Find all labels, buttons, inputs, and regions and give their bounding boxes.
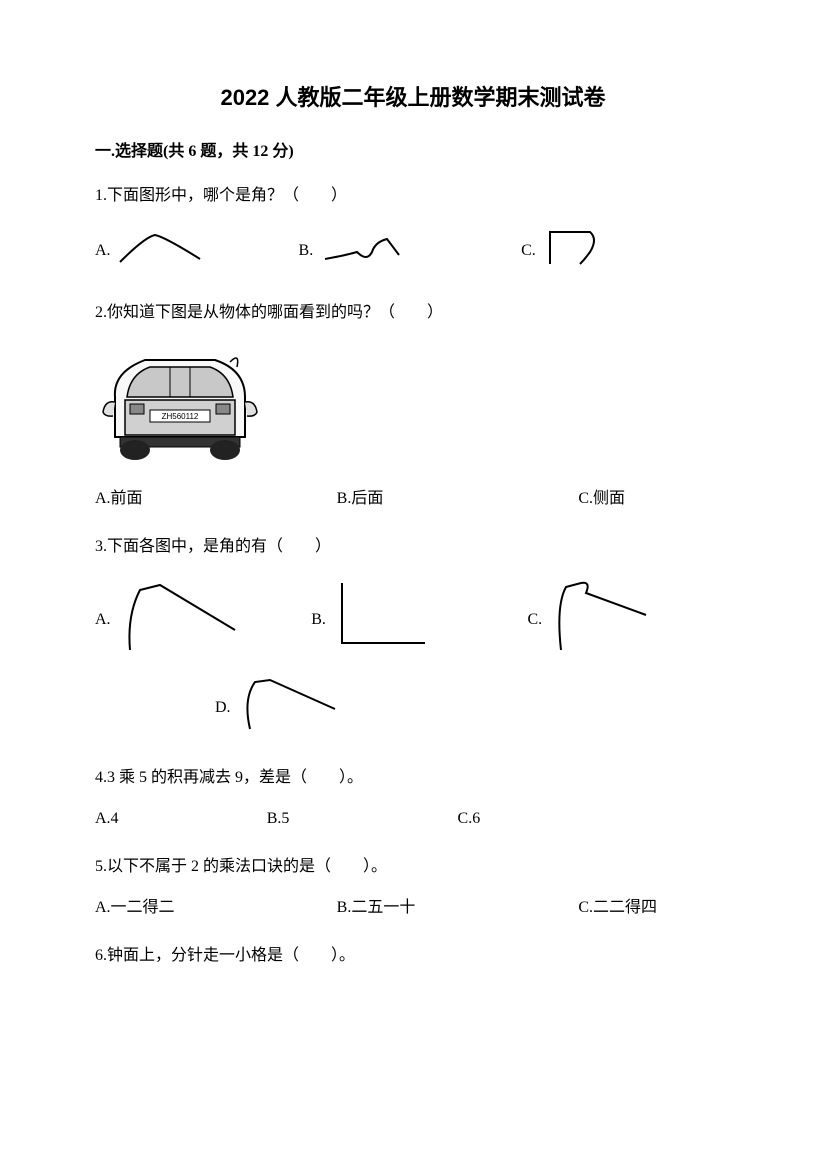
q4-options: A.4 B.5 C.6 [95, 806, 731, 832]
angle-shape-b-icon [317, 227, 407, 276]
q1-option-c: C. [521, 224, 712, 278]
q2-b-label: B.后面 [337, 486, 384, 512]
q3-b-label: B. [311, 607, 326, 633]
shape-c-icon [546, 575, 656, 664]
q5-text: 5.以下不属于 2 的乘法口诀的是（ ）。 [95, 854, 731, 880]
angle-shape-c-icon [540, 224, 610, 278]
q4-option-a: A.4 [95, 806, 267, 832]
q1-a-label: A. [95, 238, 111, 264]
q3-option-b: B. [311, 578, 527, 662]
q2-text: 2.你知道下图是从物体的哪面看到的吗？（ ） [95, 300, 731, 326]
car-rear-icon: ZH560112 [95, 342, 731, 471]
q4-option-c: C.6 [458, 806, 585, 832]
shape-d-icon [235, 674, 345, 743]
q2-option-b: B.后面 [337, 486, 579, 512]
q3-text: 3.下面各图中，是角的有（ ） [95, 534, 731, 560]
q2-a-label: A.前面 [95, 486, 143, 512]
question-3: 3.下面各图中，是角的有（ ） A. B. C. [95, 534, 731, 743]
q1-b-label: B. [299, 238, 314, 264]
q2-option-c: C.侧面 [578, 486, 705, 512]
q2-option-a: A.前面 [95, 486, 337, 512]
q5-options: A.一二得二 B.二五一十 C.二二得四 [95, 895, 731, 921]
q2-options: A.前面 B.后面 C.侧面 [95, 486, 731, 512]
angle-shape-a-icon [115, 227, 205, 276]
q3-c-label: C. [527, 607, 542, 633]
q5-c-label: C.二二得四 [578, 895, 657, 921]
page-title: 2022 人教版二年级上册数学期末测试卷 [95, 80, 731, 115]
q5-option-a: A.一二得二 [95, 895, 337, 921]
q1-text: 1.下面图形中，哪个是角？（ ） [95, 183, 731, 209]
section-1-header: 一.选择题(共 6 题，共 12 分) [95, 139, 731, 165]
q6-text: 6.钟面上，分针走一小格是（ ）。 [95, 943, 731, 969]
q4-text: 4.3 乘 5 的积再减去 9，差是（ ）。 [95, 765, 731, 791]
q5-a-label: A.一二得二 [95, 895, 175, 921]
question-6: 6.钟面上，分针走一小格是（ ）。 [95, 943, 731, 969]
q4-b-label: B.5 [267, 806, 290, 832]
q4-c-label: C.6 [458, 806, 481, 832]
q1-options: A. B. C. [95, 224, 731, 278]
q1-c-label: C. [521, 238, 536, 264]
q4-a-label: A.4 [95, 806, 119, 832]
question-4: 4.3 乘 5 的积再减去 9，差是（ ）。 A.4 B.5 C.6 [95, 765, 731, 832]
question-2: 2.你知道下图是从物体的哪面看到的吗？（ ） ZH560112 A.前面 B.后… [95, 300, 731, 512]
shape-a-icon [115, 575, 245, 664]
license-plate-text: ZH560112 [162, 412, 199, 421]
q5-option-b: B.二五一十 [337, 895, 579, 921]
q2-c-label: C.侧面 [578, 486, 625, 512]
q5-b-label: B.二五一十 [337, 895, 416, 921]
q3-a-label: A. [95, 607, 111, 633]
q3-option-c: C. [527, 575, 718, 664]
q3-option-d: D. [215, 674, 345, 743]
q1-option-b: B. [299, 227, 522, 276]
q4-option-b: B.5 [267, 806, 458, 832]
right-angle-icon [330, 578, 430, 662]
q3-options-row1: A. B. C. [95, 575, 731, 664]
q1-option-a: A. [95, 227, 299, 276]
q3-d-label: D. [215, 695, 231, 721]
question-1: 1.下面图形中，哪个是角？（ ） A. B. C. [95, 183, 731, 278]
q3-options-row2: D. [215, 674, 731, 743]
question-5: 5.以下不属于 2 的乘法口诀的是（ ）。 A.一二得二 B.二五一十 C.二二… [95, 854, 731, 921]
q3-option-a: A. [95, 575, 311, 664]
q5-option-c: C.二二得四 [578, 895, 705, 921]
